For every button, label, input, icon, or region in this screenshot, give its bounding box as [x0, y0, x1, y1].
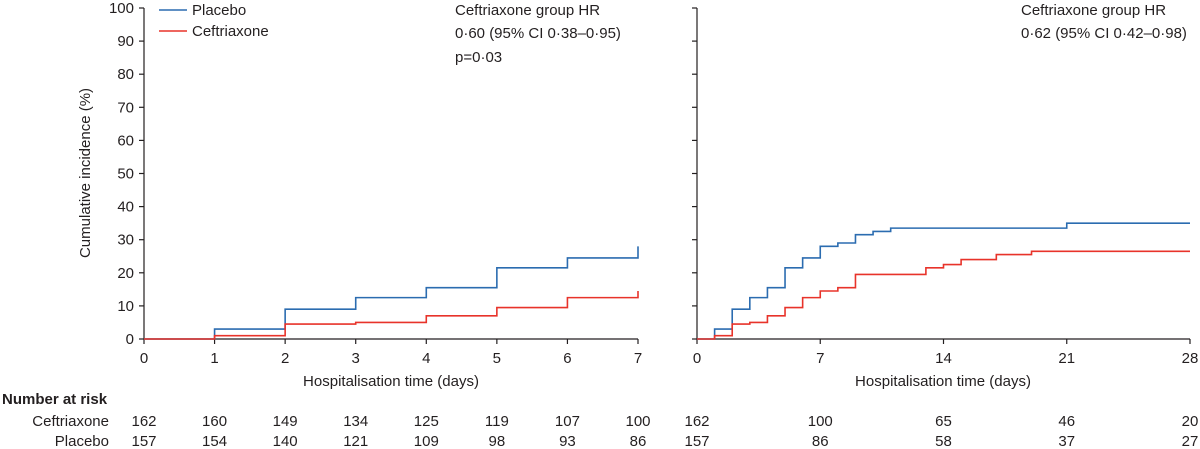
right-hr-line-2: 0·62 (95% CI 0·42–0·98): [1021, 25, 1187, 42]
x-tick-label: 7: [816, 350, 824, 367]
right-panel: 0 7 14 21 28 Hospitalisation time (days) Cef…: [684, 2, 1198, 449]
x-tick-label: 21: [1058, 350, 1075, 367]
risk-row-label-placebo: Placebo: [55, 433, 109, 449]
x-tick-label: 6: [563, 350, 571, 367]
risk-value-placebo: 86: [812, 433, 829, 449]
risk-value-placebo: 93: [559, 433, 576, 449]
left-y-axis-label: Cumulative incidence (%): [77, 88, 94, 258]
x-tick-label: 4: [422, 350, 430, 367]
x-tick-label: 7: [634, 350, 642, 367]
risk-value-ceftriaxone: 65: [935, 413, 952, 430]
right-hr-annotation: Ceftriaxone group HR 0·62 (95% CI 0·42–0…: [1021, 2, 1187, 42]
y-tick-label: 40: [117, 199, 134, 216]
x-tick-label: 14: [935, 350, 952, 367]
y-tick-label: 20: [117, 265, 134, 282]
y-tick-label: 10: [117, 298, 134, 315]
y-tick-label: 90: [117, 33, 134, 50]
risk-value-ceftriaxone: 107: [555, 413, 580, 430]
left-hr-line-1: Ceftriaxone group HR: [455, 2, 600, 19]
legend-ceftriaxone-label: Ceftriaxone: [192, 23, 269, 40]
risk-value-placebo: 121: [343, 433, 368, 449]
x-tick-label: 5: [493, 350, 501, 367]
series-line-placebo: [144, 246, 639, 340]
x-tick-label: 0: [693, 350, 701, 367]
legend: Placebo Ceftriaxone: [159, 2, 269, 40]
y-tick-label: 30: [117, 232, 134, 249]
left-x-axis-label: Hospitalisation time (days): [303, 373, 479, 390]
x-tick-label: 2: [281, 350, 289, 367]
x-tick-label: 0: [140, 350, 148, 367]
risk-value-ceftriaxone: 46: [1058, 413, 1075, 430]
risk-value-placebo: 58: [935, 433, 952, 449]
right-hr-line-1: Ceftriaxone group HR: [1021, 2, 1166, 19]
risk-value-ceftriaxone: 134: [343, 413, 368, 430]
risk-value-ceftriaxone: 162: [131, 413, 156, 430]
risk-value-ceftriaxone: 100: [808, 413, 833, 430]
y-tick-label: 50: [117, 166, 134, 183]
risk-value-ceftriaxone: 100: [625, 413, 650, 430]
y-tick-label: 80: [117, 66, 134, 83]
risk-table-header: Number at risk: [2, 391, 108, 408]
risk-value-ceftriaxone: 162: [684, 413, 709, 430]
y-tick-label: 70: [117, 99, 134, 116]
y-tick-label: 0: [126, 331, 134, 348]
left-panel: 0 10 20 30 40 50 60 70 80 90 100 0 1 2 3 4 5 6 7 Cumulati…: [2, 0, 651, 449]
series-line-ceftriaxone: [144, 291, 639, 340]
risk-value-placebo: 37: [1058, 433, 1075, 449]
risk-value-ceftriaxone: 20: [1182, 413, 1199, 430]
right-x-axis-label: Hospitalisation time (days): [855, 373, 1031, 390]
risk-value-ceftriaxone: 149: [273, 413, 298, 430]
risk-value-ceftriaxone: 125: [414, 413, 439, 430]
x-tick-label: 1: [210, 350, 218, 367]
left-hr-line-3: p=0·03: [455, 49, 502, 66]
legend-placebo-label: Placebo: [192, 2, 246, 19]
risk-value-placebo: 109: [414, 433, 439, 449]
risk-row-label-ceftriaxone: Ceftriaxone: [32, 413, 109, 430]
risk-value-placebo: 140: [273, 433, 298, 449]
left-hr-annotation: Ceftriaxone group HR 0·60 (95% CI 0·38–0…: [455, 2, 621, 66]
series-line-placebo: [697, 222, 1190, 340]
risk-value-placebo: 157: [131, 433, 156, 449]
risk-value-placebo: 98: [489, 433, 506, 449]
risk-value-placebo: 154: [202, 433, 227, 449]
risk-value-ceftriaxone: 119: [485, 413, 509, 430]
left-hr-line-2: 0·60 (95% CI 0·38–0·95): [455, 25, 621, 42]
x-tick-label: 3: [352, 350, 360, 367]
risk-value-placebo: 157: [684, 433, 709, 449]
series-line-ceftriaxone: [697, 250, 1190, 340]
risk-value-placebo: 27: [1182, 433, 1199, 449]
y-tick-label: 60: [117, 132, 134, 149]
risk-value-ceftriaxone: 160: [202, 413, 227, 430]
y-tick-label: 100: [109, 0, 134, 17]
risk-value-placebo: 86: [630, 433, 647, 449]
x-tick-label: 28: [1182, 350, 1199, 367]
